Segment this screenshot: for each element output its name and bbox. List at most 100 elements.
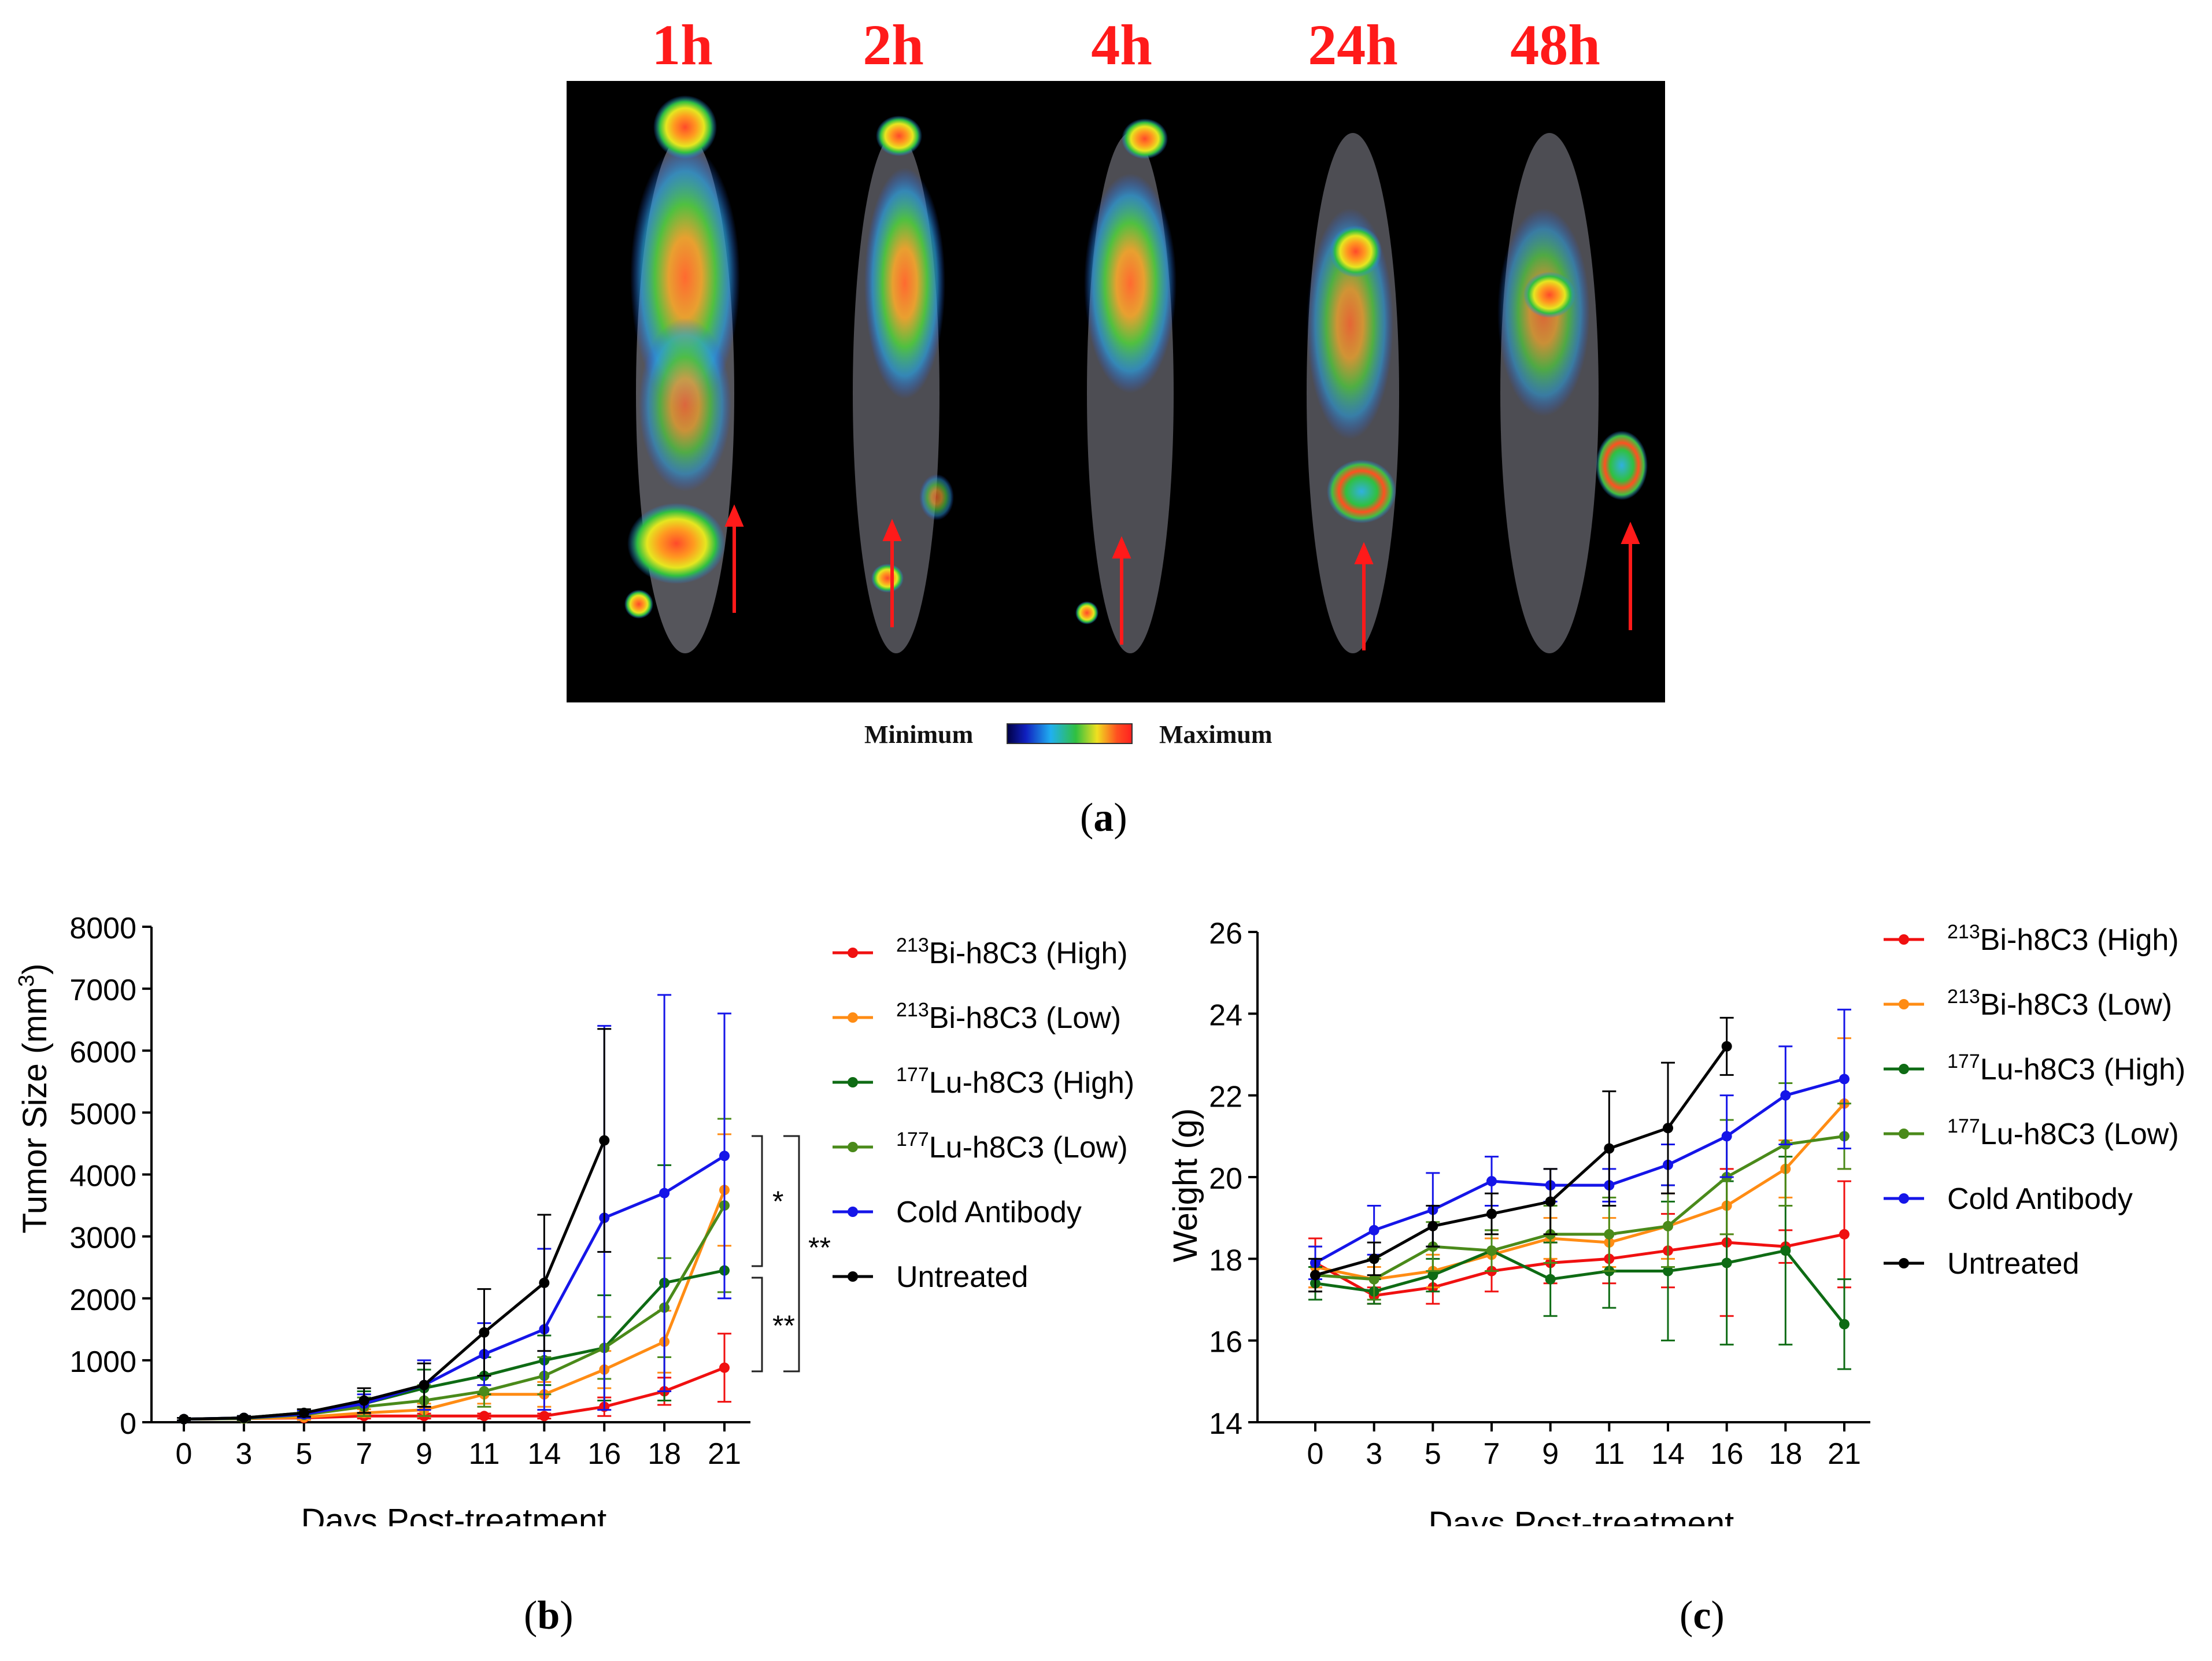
data-point <box>1663 1220 1673 1231</box>
data-point <box>1368 1274 1379 1285</box>
panel-c-letter: c <box>1693 1593 1711 1638</box>
legend-label: 213Bi-h8C3 (Low) <box>896 999 1121 1035</box>
legend-marker <box>848 1271 858 1282</box>
x-tick-label: 11 <box>1593 1437 1625 1471</box>
series-line <box>183 1204 726 1421</box>
legend-label: Cold Antibody <box>896 1196 1082 1229</box>
x-tick-label: 18 <box>1769 1437 1802 1471</box>
tumor-arrow-head-icon <box>1354 542 1374 564</box>
tumor-arrow-head-icon <box>882 519 902 541</box>
legend-label: 213Bi-h8C3 (Low) <box>1947 986 2172 1022</box>
scale-min-label: Minimum <box>864 720 974 749</box>
y-tick-label: 18 <box>1209 1244 1242 1277</box>
legend-marker <box>848 948 858 958</box>
x-tick-label: 21 <box>708 1437 741 1471</box>
y-tick-label: 7000 <box>69 974 136 1007</box>
significance-star: * <box>772 1185 783 1218</box>
data-point <box>539 1411 550 1422</box>
legend-marker <box>1899 1258 1909 1268</box>
x-tick-label: 5 <box>295 1437 312 1471</box>
series-5 <box>177 1028 612 1425</box>
legend-label: 177Lu-h8C3 (High) <box>1947 1050 2185 1086</box>
y-tick-label: 22 <box>1209 1081 1242 1114</box>
series-line <box>183 1366 725 1421</box>
data-point <box>1427 1270 1438 1281</box>
x-tick-label: 0 <box>1307 1437 1324 1471</box>
x-tick-label: 21 <box>1828 1437 1861 1471</box>
legend-label: Untreated <box>896 1260 1028 1294</box>
bracket-cold-vs-lu <box>752 1135 763 1267</box>
x-tick-label: 7 <box>1484 1437 1500 1471</box>
panel-b-label: (b) <box>524 1593 574 1638</box>
y-tick-label: 2000 <box>69 1283 136 1317</box>
timepoint-label-24h: 24h <box>1308 13 1398 77</box>
y-tick-label: 3000 <box>69 1222 136 1255</box>
legend: 213Bi-h8C3 (High) 213Bi-h8C3 (Low) 177Lu-h… <box>1884 921 2185 1281</box>
legend-label: 177Lu-h8C3 (Low) <box>896 1129 1128 1164</box>
data-point <box>1310 1270 1320 1281</box>
x-tick-label: 0 <box>176 1437 193 1471</box>
data-point <box>1721 1041 1732 1052</box>
data-point <box>1368 1253 1379 1264</box>
x-tick-label: 9 <box>416 1437 432 1471</box>
legend: 213Bi-h8C3 (High) 213Bi-h8C3 (Low) 177Lu-h… <box>833 934 1134 1294</box>
significance-brackets: * ** ** <box>752 1135 831 1373</box>
mouse-scan-24h <box>1307 133 1399 653</box>
x-tick-label: 14 <box>527 1437 561 1471</box>
legend-label: 177Lu-h8C3 (Low) <box>1947 1115 2179 1151</box>
tumor-size-chart: Tumor Size (mm3) Days Post-treatment 0 10… <box>14 912 1134 1526</box>
series-2 <box>1308 1156 1851 1370</box>
y-tick-label: 8000 <box>69 912 136 945</box>
x-tick-label: 9 <box>1542 1437 1559 1471</box>
mouse-scan-2h <box>853 116 954 653</box>
data-point <box>479 1386 490 1397</box>
data-point <box>358 1395 369 1406</box>
data-point <box>298 1407 309 1418</box>
data-point <box>539 1277 550 1288</box>
legend-marker <box>1899 934 1909 945</box>
legend-label: 177Lu-h8C3 (High) <box>896 1064 1134 1100</box>
data-point <box>479 1327 490 1338</box>
series-line <box>183 1155 726 1421</box>
series-3 <box>1308 1082 1851 1301</box>
legend-marker <box>1899 1064 1909 1074</box>
intensity-color-scale <box>1007 723 1133 744</box>
y-tick-label: 24 <box>1209 998 1242 1032</box>
series-0 <box>1308 1168 1851 1317</box>
data-point <box>419 1379 430 1390</box>
y-tick-label: 26 <box>1209 917 1242 950</box>
series-line <box>1314 1233 1845 1297</box>
data-point <box>1780 1245 1791 1256</box>
significance-star: ** <box>808 1231 831 1264</box>
data-point <box>1721 1257 1732 1268</box>
data-point <box>1486 1208 1497 1219</box>
data-point <box>179 1414 189 1425</box>
plot-area: 0 1000 2000 3000 4000 5000 6000 7000 8000 0 3 5 7 9 11… <box>69 912 750 1471</box>
legend-marker <box>848 1142 858 1152</box>
legend-label: Untreated <box>1947 1247 2079 1281</box>
weight-chart: Weight (g) Days Post-treatment 14 16 18 20 2… <box>1167 917 2185 1526</box>
y-tick-label: 20 <box>1209 1162 1242 1196</box>
tumor-arrow-head-icon <box>724 504 744 527</box>
data-point <box>1721 1131 1732 1142</box>
data-point <box>1839 1319 1850 1330</box>
legend-marker <box>848 1207 858 1217</box>
x-tick-label: 5 <box>1425 1437 1441 1471</box>
tumor-arrows <box>724 504 1640 650</box>
x-tick-label: 16 <box>1710 1437 1744 1471</box>
data-point <box>1663 1266 1673 1277</box>
legend-marker <box>1899 999 1909 1009</box>
mouse-scan-48h <box>1497 133 1648 653</box>
data-point <box>1427 1220 1438 1231</box>
y-axis-label: Tumor Size (mm3) <box>14 964 54 1234</box>
data-point <box>1486 1176 1497 1187</box>
timepoint-label-1h: 1h <box>652 13 713 77</box>
data-point <box>479 1411 490 1422</box>
y-tick-label: 4000 <box>69 1160 136 1193</box>
y-tick-label: 16 <box>1209 1326 1242 1359</box>
legend-label: 213Bi-h8C3 (High) <box>896 934 1128 970</box>
data-point <box>1486 1245 1497 1256</box>
data-point <box>1604 1229 1615 1240</box>
data-point <box>1839 1229 1850 1240</box>
series-4 <box>1308 1008 1851 1281</box>
